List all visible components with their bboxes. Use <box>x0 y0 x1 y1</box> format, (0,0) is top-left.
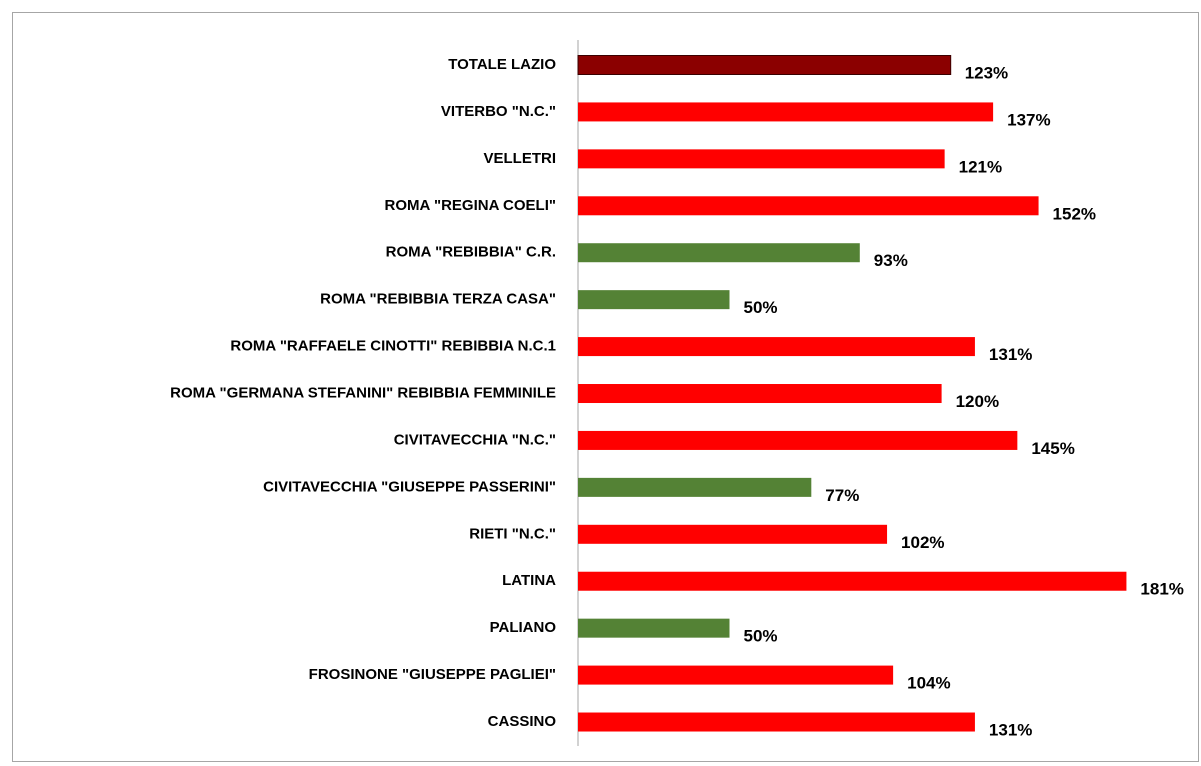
category-label: FROSINONE "GIUSEPPE PAGLIEI" <box>309 666 556 683</box>
data-label: 120% <box>956 392 999 411</box>
bar <box>578 712 975 732</box>
category-label: TOTALE LAZIO <box>448 56 556 73</box>
data-label: 121% <box>959 157 1002 176</box>
bar <box>578 290 730 310</box>
category-label: ROMA "REBIBBIA TERZA CASA" <box>320 291 556 308</box>
category-label: PALIANO <box>490 619 557 636</box>
data-label: 50% <box>744 627 778 646</box>
category-label: ROMA "GERMANA STEFANINI" REBIBBIA FEMMIN… <box>170 384 556 401</box>
data-label: 123% <box>965 63 1008 82</box>
bar <box>578 337 975 357</box>
data-label: 102% <box>901 533 944 552</box>
category-label: ROMA "REBIBBIA" C.R. <box>386 244 556 261</box>
bar <box>578 196 1039 216</box>
chart-frame <box>12 12 1199 762</box>
data-label: 104% <box>907 674 950 693</box>
data-label: 131% <box>989 345 1032 364</box>
data-label: 145% <box>1031 439 1074 458</box>
category-label: RIETI "N.C." <box>469 525 556 542</box>
bar <box>578 149 945 169</box>
category-label: LATINA <box>502 572 556 589</box>
category-label: ROMA "RAFFAELE CINOTTI" REBIBBIA N.C.1 <box>230 338 556 355</box>
category-label: ROMA "REGINA COELI" <box>385 197 556 214</box>
category-label: CASSINO <box>488 713 557 730</box>
data-label: 50% <box>744 298 778 317</box>
data-label: 131% <box>989 721 1032 740</box>
bar <box>578 430 1018 450</box>
data-label: 137% <box>1007 110 1050 129</box>
bar <box>578 571 1127 591</box>
bar <box>577 55 952 75</box>
data-label: 152% <box>1053 204 1096 223</box>
data-label: 77% <box>825 486 859 505</box>
bar <box>578 618 730 638</box>
category-label: CIVITAVECCHIA "GIUSEPPE PASSERINI" <box>263 478 556 495</box>
bar <box>578 243 860 263</box>
bar <box>578 665 894 685</box>
category-label: VELLETRI <box>483 150 556 167</box>
data-label: 181% <box>1140 580 1183 599</box>
bar <box>578 477 812 497</box>
bar <box>578 384 942 404</box>
bar <box>578 524 888 544</box>
category-label: VITERBO "N.C." <box>441 103 556 120</box>
data-label: 93% <box>874 251 908 270</box>
category-label: CIVITAVECCHIA "N.C." <box>394 431 556 448</box>
bar <box>578 102 994 122</box>
